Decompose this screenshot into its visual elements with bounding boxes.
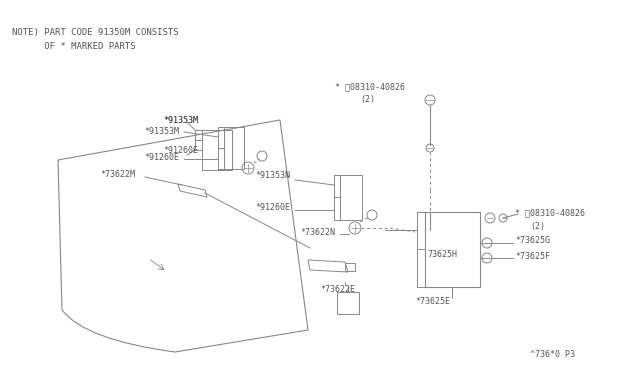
- Bar: [224, 127, 244, 169]
- Text: *73622N: *73622N: [300, 228, 335, 237]
- Bar: [337, 292, 359, 314]
- Text: *73625G: *73625G: [515, 236, 550, 245]
- Text: (2): (2): [530, 222, 545, 231]
- Bar: [340, 175, 362, 220]
- Text: *91260E: *91260E: [144, 153, 179, 162]
- Text: *91353N: *91353N: [255, 171, 290, 180]
- Bar: [345, 263, 355, 271]
- Text: ^736*0 P3: ^736*0 P3: [530, 350, 575, 359]
- Text: * Ⓝ08310-40826: * Ⓝ08310-40826: [515, 208, 585, 217]
- Text: 73625H: 73625H: [427, 250, 457, 259]
- Text: *91260E: *91260E: [255, 203, 290, 212]
- Bar: [202, 130, 232, 170]
- Text: *73622M: *73622M: [100, 170, 135, 179]
- Text: (2): (2): [360, 95, 375, 104]
- Text: * Ⓝ08310-40826: * Ⓝ08310-40826: [335, 82, 405, 91]
- Text: *91260E: *91260E: [163, 145, 198, 154]
- Text: *91353M: *91353M: [163, 116, 198, 125]
- Text: *91353M: *91353M: [144, 127, 179, 136]
- Text: *73625E: *73625E: [415, 297, 450, 306]
- Text: *91353M: *91353M: [163, 116, 198, 125]
- Text: *73622E: *73622E: [320, 285, 355, 294]
- Text: *73625F: *73625F: [515, 252, 550, 261]
- Text: NOTE) PART CODE 91350M CONSISTS: NOTE) PART CODE 91350M CONSISTS: [12, 28, 179, 37]
- Text: OF * MARKED PARTS: OF * MARKED PARTS: [12, 42, 136, 51]
- Bar: [425, 212, 480, 287]
